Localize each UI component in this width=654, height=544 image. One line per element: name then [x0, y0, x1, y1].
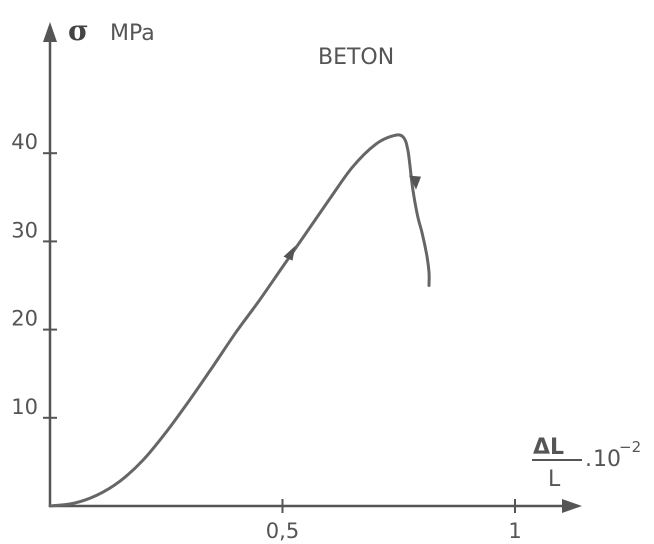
x-axis-label-denominator: L: [548, 467, 561, 492]
x-axis-label-exponent: −2: [619, 438, 641, 456]
x-axis-label-dot: .: [585, 447, 592, 472]
x-tick-label: 1: [508, 519, 521, 543]
stress-strain-curve: [48, 133, 431, 508]
curve-arrows: [283, 175, 422, 261]
y-tick-label: 30: [11, 218, 38, 242]
x-axis-arrow: [562, 499, 582, 513]
y-axis-arrow: [43, 22, 57, 42]
chart-title: BETON: [318, 45, 394, 70]
y-ticks: 10 20 30 40: [11, 130, 57, 419]
x-axis-label-multiplier: 10: [593, 447, 621, 472]
y-tick-label: 40: [11, 130, 38, 154]
curve-direction-arrow: [409, 175, 422, 190]
curve-direction-arrow: [283, 245, 296, 261]
y-axis-symbol: σ: [68, 14, 89, 47]
x-axis-label-numerator: ΔL: [533, 435, 564, 460]
y-tick-label: 20: [11, 307, 38, 331]
x-axis-label: ΔL L . 10 −2: [532, 435, 641, 492]
x-tick-label: 0,5: [266, 519, 299, 543]
x-ticks: 0,5 1: [266, 499, 522, 543]
y-tick-label: 10: [11, 395, 38, 419]
y-axis-unit: MPa: [110, 21, 155, 46]
